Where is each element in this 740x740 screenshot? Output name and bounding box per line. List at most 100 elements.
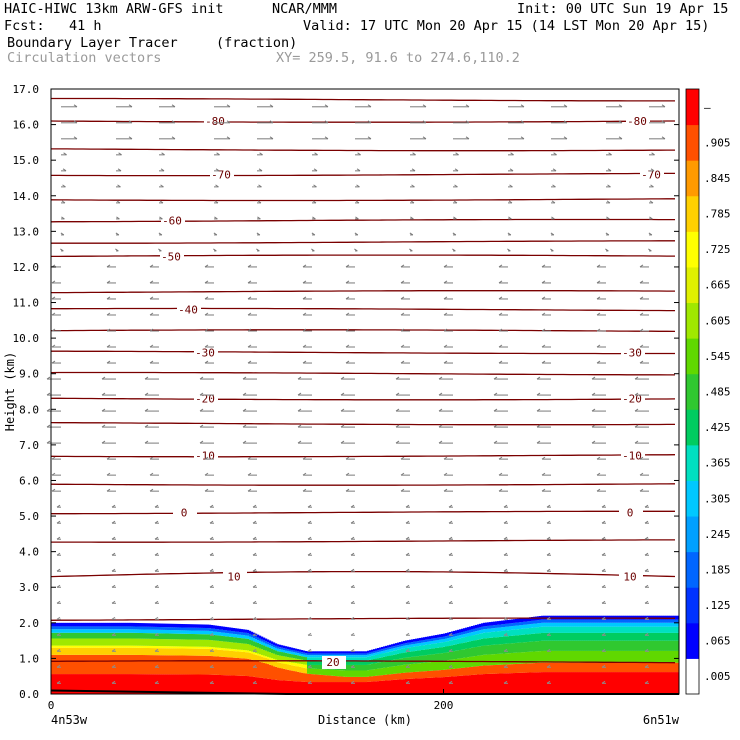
- y-tick-label: 3.0: [19, 581, 39, 594]
- x-tick-label: 200: [434, 699, 454, 712]
- colorbar-label: .425: [704, 421, 731, 434]
- colorbar-swatch: [686, 302, 699, 339]
- y-tick-label: 5.0: [19, 510, 39, 523]
- contour-line: [50, 198, 675, 202]
- y-tick-label: 1.0: [19, 652, 39, 665]
- colorbar-swatch: [686, 409, 699, 446]
- contour-line-0: [51, 510, 675, 515]
- contour-line: [51, 97, 675, 102]
- contour-label: -70: [641, 168, 661, 181]
- y-tick-label: 8.0: [19, 403, 39, 416]
- contour-line: [51, 290, 675, 294]
- y-tick-label: 9.0: [19, 368, 39, 381]
- circulation-vectors: [46, 104, 666, 684]
- contour-label: -50: [161, 250, 181, 263]
- colorbar-label: .905: [704, 136, 731, 149]
- colorbar-label: .245: [704, 528, 731, 541]
- model-title: HAIC-HIWC 13km ARW-GFS init: [4, 1, 224, 17]
- contour-line: [51, 539, 675, 543]
- colorbar-swatch: [686, 338, 699, 375]
- colorbar-label: .125: [704, 599, 731, 612]
- plot-frame: [50, 88, 680, 695]
- y-tick-label: 12.0: [13, 261, 40, 274]
- x-tick-label: 0: [48, 699, 55, 712]
- y-tick-label: 0.0: [19, 688, 39, 701]
- field-units: (fraction): [216, 35, 298, 51]
- contour-label: -20: [622, 393, 642, 406]
- colorbar-label: .065: [704, 635, 731, 648]
- contour-line: [50, 483, 676, 486]
- colorbar-swatch: [686, 160, 699, 197]
- colorbar-label: –: [704, 101, 711, 114]
- contour-label: -80: [627, 115, 647, 128]
- contour-line--20: [51, 397, 676, 401]
- x-end-label: 6n51w: [643, 713, 680, 727]
- colorbar-swatch: [686, 444, 699, 481]
- colorbar-label: .365: [704, 457, 731, 470]
- y-tick-label: 13.0: [13, 225, 40, 238]
- contour-label: -10: [195, 450, 215, 463]
- org-label: NCAR/MMM: [272, 1, 338, 17]
- colorbar-swatch: [686, 516, 699, 553]
- colorbar-label: .005: [704, 670, 731, 683]
- colorbar-label: .665: [704, 279, 731, 292]
- contour-line: [51, 148, 675, 152]
- y-tick-label: 11.0: [13, 297, 40, 310]
- colorbar-label: .485: [704, 386, 731, 399]
- colorbar-swatch: [686, 266, 699, 304]
- colorbar-swatch: [686, 373, 699, 410]
- contour-label: 0: [181, 507, 188, 520]
- contour-label: 20: [326, 656, 339, 669]
- y-tick-label: 16.0: [13, 119, 40, 132]
- temperature-contours: -80 -80 -70 -70 -60 -50 -40 -30 -30 -20 -20 -10 -10 0…: [50, 97, 676, 669]
- contour-label: -30: [622, 346, 642, 359]
- y-tick-label: 6.0: [19, 474, 39, 487]
- contour-label: -60: [162, 215, 182, 228]
- contour-label: -70: [211, 168, 231, 181]
- colorbar-swatch: [686, 195, 699, 232]
- contour-line--70: [51, 172, 675, 177]
- contour-label: -40: [178, 304, 198, 317]
- colorbar-swatch: [686, 124, 699, 161]
- colorbar-label: .545: [704, 350, 731, 363]
- contour-label: -10: [622, 450, 642, 463]
- contour-label: -80: [205, 115, 225, 128]
- colorbar-swatch: [686, 658, 699, 695]
- contour-line: [50, 329, 676, 333]
- contour-line--50: [51, 254, 675, 258]
- contour-label: 10: [623, 571, 636, 584]
- colorbar-label: .305: [704, 492, 731, 505]
- colorbar-label: .785: [704, 208, 731, 221]
- x-axis-label: Distance (km): [318, 713, 412, 727]
- axes: 0.0 1.0 2.0 3.0 4.0 5.0 6.0 7.0 8.0 9.0 10.0 11.0 12…: [3, 83, 680, 727]
- cross-section-coords: XY= 259.5, 91.6 to 274.6,110.2: [276, 50, 520, 66]
- colorbar-swatch: [686, 551, 699, 588]
- forecast-hour: Fcst: 41 h: [4, 18, 102, 34]
- colorbar-label: .845: [704, 172, 731, 185]
- contour-line-20: [51, 660, 676, 664]
- vector-field-name: Circulation vectors: [7, 50, 162, 66]
- colorbar-swatch: [686, 89, 699, 126]
- y-tick-label: 2.0: [19, 617, 39, 630]
- contour-line--30: [51, 350, 675, 355]
- tracer-field: [50, 615, 680, 695]
- contour-line-10: [50, 570, 676, 578]
- init-time: Init: 00 UTC Sun 19 Apr 15: [517, 1, 729, 17]
- colorbar-swatch: [686, 480, 699, 517]
- colorbar-label: .725: [704, 243, 731, 256]
- colorbar-label: .185: [704, 563, 731, 576]
- x-start-label: 4n53w: [51, 713, 88, 727]
- contour-line: [50, 421, 675, 426]
- contour-label: 10: [227, 571, 240, 584]
- contour-line: [50, 371, 675, 376]
- field-name: Boundary Layer Tracer: [7, 35, 178, 51]
- contour-label: 0: [627, 507, 634, 520]
- valid-time: Valid: 17 UTC Mon 20 Apr 15 (14 LST Mon …: [303, 18, 710, 34]
- contour-line--60: [50, 218, 675, 223]
- contour-line--80: [50, 120, 675, 123]
- contour-line: [51, 240, 675, 244]
- contour-label: -30: [195, 346, 215, 359]
- y-tick-label: 10.0: [13, 332, 40, 345]
- colorbar: .005 .065 .125 .185 .245 .305 .365 .425 .485 .545…: [685, 88, 731, 695]
